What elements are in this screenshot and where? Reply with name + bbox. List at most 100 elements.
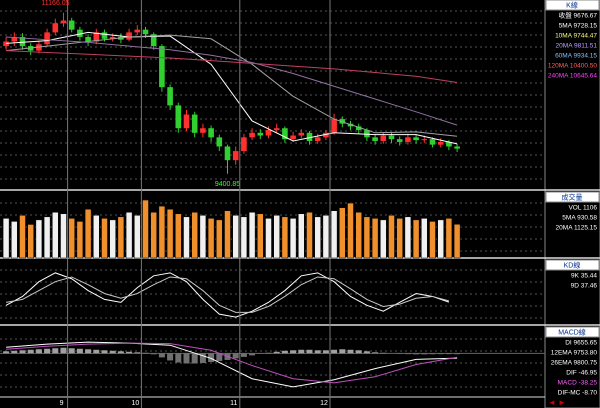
bar — [2, 218, 10, 259]
bar — [421, 218, 428, 259]
bar — [199, 215, 207, 259]
bar — [437, 219, 444, 259]
candle-body — [257, 132, 264, 136]
bar — [412, 219, 420, 259]
legend-header — [545, 191, 600, 203]
bar — [117, 351, 124, 354]
bar — [101, 350, 108, 354]
bar — [134, 215, 141, 259]
x-tick-label: 9 — [60, 400, 64, 407]
candle-body — [11, 36, 18, 42]
candle-body — [306, 132, 313, 142]
legend-entry: VOL 1106 — [568, 205, 597, 212]
legend-entry: 20MA 1125.15 — [556, 225, 598, 232]
bar — [60, 347, 67, 354]
candle-body — [77, 29, 83, 37]
bar — [35, 219, 43, 259]
legend-entry: 60MA 9934.15 — [555, 53, 597, 60]
candle-body — [421, 139, 428, 141]
legend-title: KD線 — [564, 260, 581, 269]
x-tick-label: 12 — [320, 400, 328, 407]
bar — [347, 349, 354, 354]
moving-average — [6, 34, 458, 137]
bar — [109, 350, 116, 354]
bar — [76, 221, 84, 259]
bar — [191, 353, 198, 364]
bar — [68, 348, 75, 354]
candle-body — [372, 137, 378, 142]
legend-entry: 9D 37.46 — [571, 283, 598, 290]
bar — [3, 351, 10, 354]
nav-arrows[interactable]: ◄ ► — [548, 398, 566, 407]
bar — [11, 221, 18, 259]
candle-body — [126, 32, 132, 40]
bar — [306, 212, 313, 259]
candle-body — [208, 128, 214, 138]
bar — [199, 353, 206, 363]
bar — [109, 219, 116, 259]
candle-body — [224, 146, 231, 161]
bar — [404, 353, 411, 355]
candle-body — [183, 114, 190, 129]
candle-body — [232, 151, 239, 161]
legend-entry: 9K 35.44 — [571, 273, 597, 280]
bar — [249, 353, 256, 356]
bar — [339, 207, 346, 259]
bar — [208, 353, 215, 362]
legend-entry: 5MA 9728.15 — [559, 23, 598, 30]
bar — [421, 353, 428, 355]
candle-body — [85, 36, 91, 42]
candle-body — [167, 87, 173, 106]
candle-body — [175, 105, 182, 129]
candle-body — [413, 137, 419, 141]
bar — [11, 350, 18, 354]
bar — [257, 213, 264, 259]
bar — [273, 351, 280, 354]
candle-body — [405, 137, 411, 142]
bar — [240, 216, 248, 259]
bar — [134, 352, 141, 354]
bar — [273, 215, 280, 259]
bar — [265, 352, 272, 354]
bar — [142, 352, 149, 354]
legend-entry: 26EMA 9800.75 — [551, 360, 598, 367]
bar — [347, 202, 354, 259]
legend-header — [545, 0, 600, 11]
bar — [207, 218, 215, 259]
candle-body — [265, 130, 272, 136]
bar — [355, 212, 362, 259]
bar — [52, 348, 59, 354]
bar — [363, 351, 370, 354]
bar — [76, 348, 83, 354]
bar — [331, 349, 338, 354]
bar — [372, 352, 379, 354]
bar — [290, 350, 297, 354]
bar — [43, 216, 51, 259]
nav-right[interactable]: ► — [558, 398, 566, 407]
candle-body — [446, 141, 452, 147]
candle-body — [60, 20, 67, 24]
bar — [232, 353, 239, 359]
legend-entry: 12EMA 9753.80 — [551, 350, 598, 357]
legend-header — [545, 326, 600, 338]
bar — [322, 215, 330, 259]
bar — [404, 216, 412, 259]
bar — [158, 353, 165, 358]
bar — [371, 218, 379, 259]
bar — [248, 212, 256, 259]
legend-panel — [544, 0, 600, 408]
candle-body — [437, 141, 444, 145]
candle-body — [134, 29, 141, 33]
legend-entry: DI 9655.65 — [565, 340, 597, 347]
candle-body — [396, 139, 403, 142]
kd-line — [5, 272, 450, 318]
candle-body — [241, 137, 247, 152]
candle-body — [19, 36, 26, 47]
bar — [117, 216, 125, 259]
x-tick-label: 11 — [230, 400, 237, 407]
bar — [314, 216, 321, 259]
bar — [232, 215, 239, 259]
legend-entry: 10MA 9744.47 — [555, 33, 597, 40]
nav-left[interactable]: ◄ — [548, 398, 556, 407]
bar — [68, 218, 75, 259]
